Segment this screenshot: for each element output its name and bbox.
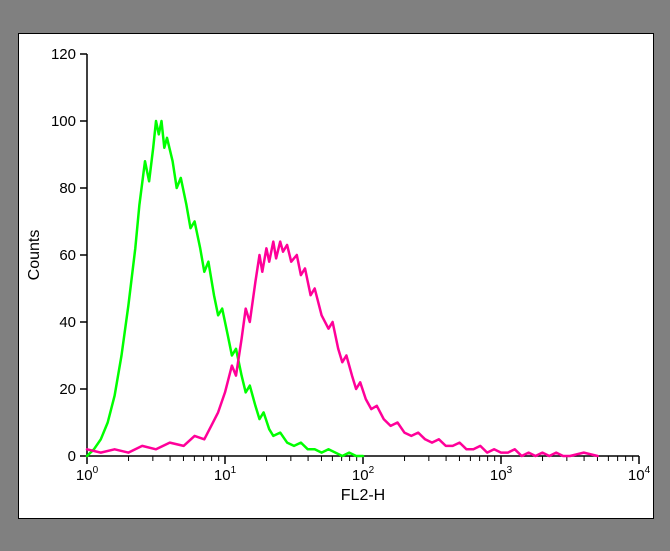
y-axis-label: Counts — [26, 230, 43, 281]
y-tick-label: 20 — [59, 381, 76, 398]
y-tick-label: 80 — [59, 180, 76, 197]
x-axis-label: FL2-H — [341, 487, 385, 504]
y-tick-label: 120 — [51, 46, 76, 63]
flow-cytometry-histogram: 0 20 40 60 80 100 120 100 101 102 103 104 FL2-H Count… — [19, 34, 653, 518]
chart-panel: 0 20 40 60 80 100 120 100 101 102 103 104 FL2-H Count… — [18, 33, 654, 519]
y-tick-label: 100 — [51, 113, 76, 130]
x-tick-label: 104 — [628, 465, 651, 484]
x-tick-label: 102 — [352, 465, 375, 484]
x-tick-label: 101 — [214, 465, 237, 484]
x-tick-label: 103 — [490, 465, 513, 484]
series-stained — [87, 242, 598, 456]
y-tick-label: 0 — [68, 448, 76, 465]
y-tick-label: 60 — [59, 247, 76, 264]
y-tick-label: 40 — [59, 314, 76, 331]
x-tick-label: 100 — [76, 465, 99, 484]
series-control — [87, 121, 363, 456]
